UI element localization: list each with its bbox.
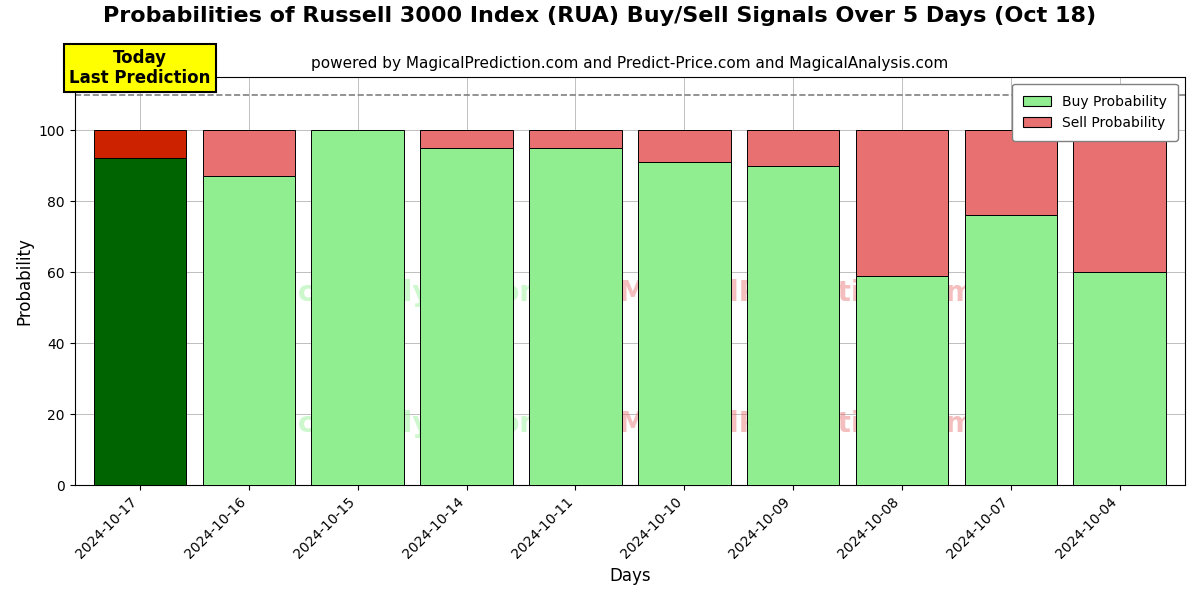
Bar [94,130,186,158]
Bar [529,148,622,485]
Bar [1074,130,1166,272]
Bar [420,130,512,148]
Text: MagicalAnalysis.com: MagicalAnalysis.com [222,279,548,307]
Bar [638,162,731,485]
Bar [203,176,295,485]
Bar [312,130,404,485]
Text: Today
Last Prediction: Today Last Prediction [70,49,211,88]
Text: MagicalPrediction.com: MagicalPrediction.com [618,279,974,307]
Bar [529,130,622,148]
Bar [203,130,295,176]
Bar [856,275,948,485]
Text: MagicalPrediction.com: MagicalPrediction.com [618,410,974,438]
Title: powered by MagicalPrediction.com and Predict-Price.com and MagicalAnalysis.com: powered by MagicalPrediction.com and Pre… [311,56,948,71]
Bar [965,215,1057,485]
Bar [94,158,186,485]
Y-axis label: Probability: Probability [16,237,34,325]
Text: MagicalAnalysis.com: MagicalAnalysis.com [222,410,548,438]
Bar [965,130,1057,215]
Bar [856,130,948,275]
Bar [746,166,839,485]
Legend: Buy Probability, Sell Probability: Buy Probability, Sell Probability [1012,83,1178,141]
Bar [638,130,731,162]
Bar [746,130,839,166]
Bar [420,148,512,485]
Bar [1074,272,1166,485]
Text: Probabilities of Russell 3000 Index (RUA) Buy/Sell Signals Over 5 Days (Oct 18): Probabilities of Russell 3000 Index (RUA… [103,6,1097,26]
X-axis label: Days: Days [610,567,650,585]
